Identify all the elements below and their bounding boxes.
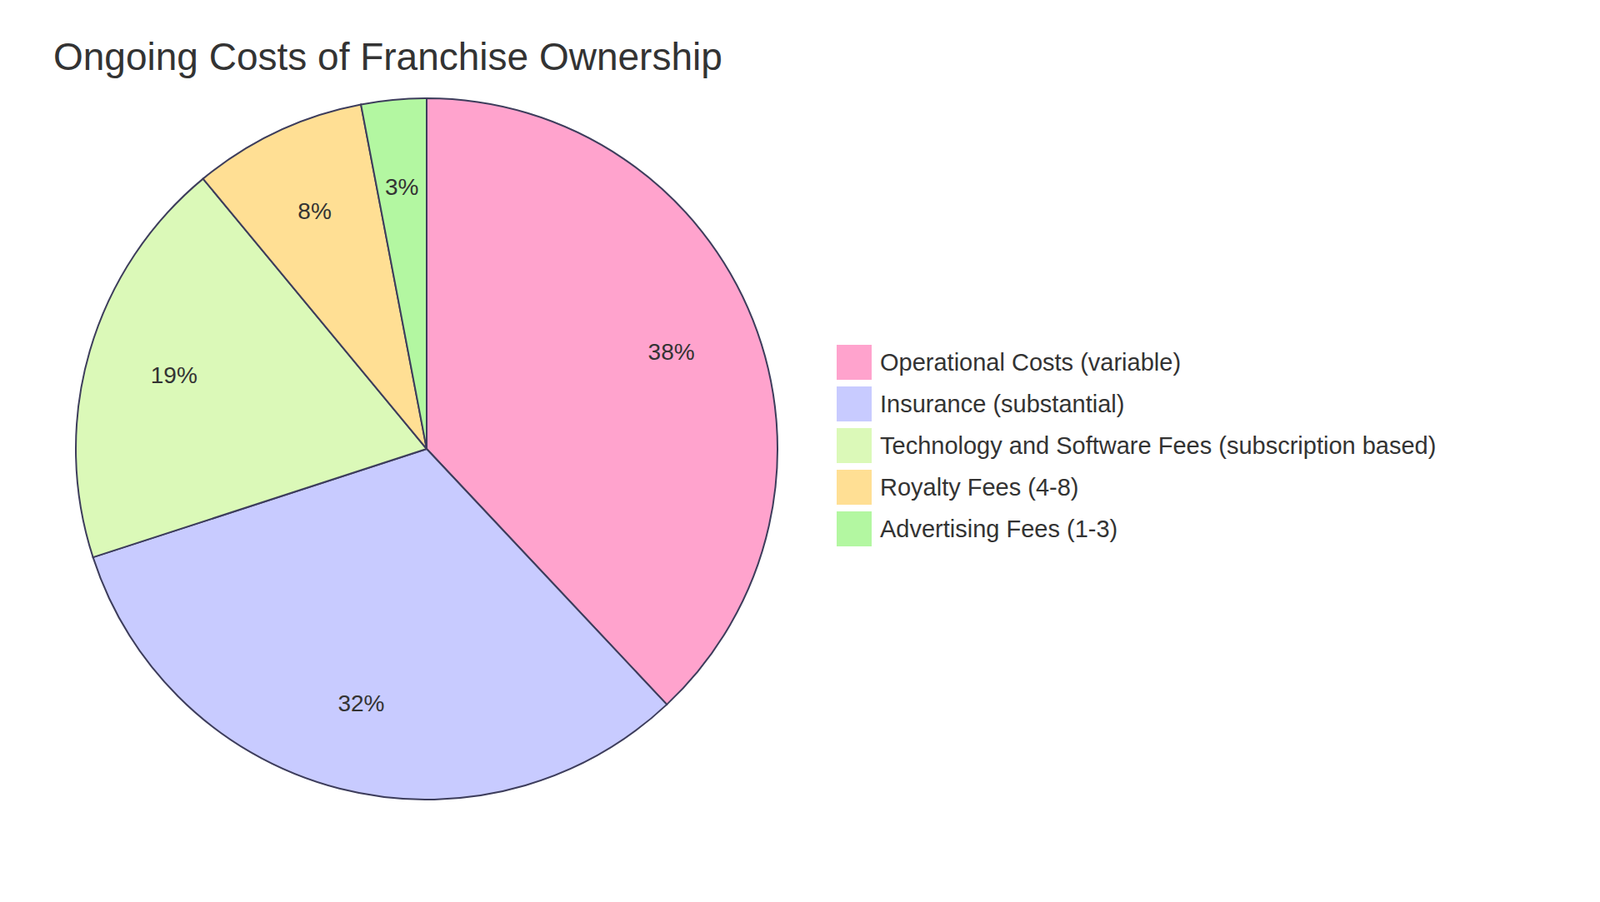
legend-swatch (836, 470, 872, 505)
data-label: 32% (337, 690, 385, 717)
legend-label: Royalty Fees (4-8) (880, 474, 1080, 501)
legend-item: Insurance (substantial) (836, 386, 1125, 422)
legend-item: Advertising Fees (1-3) (836, 511, 1118, 547)
legend-label: Insurance (substantial) (880, 390, 1125, 418)
data-label: 19% (150, 362, 198, 389)
data-label: 3% (385, 174, 419, 200)
legend-swatch (836, 511, 872, 547)
legend-swatch (836, 345, 872, 380)
data-label: 8% (297, 198, 331, 225)
title: Ongoing Costs of Franchise Ownership (53, 35, 723, 79)
legend-label: Advertising Fees (1-3) (880, 515, 1118, 543)
chart: Ongoing Costs of Franchise Ownership38%3… (0, 0, 1600, 902)
legend-swatch (836, 428, 872, 464)
slice (360, 98, 427, 450)
legend-label: Operational Costs (variable) (880, 349, 1181, 376)
data-label: 38% (648, 339, 695, 365)
legend-label: Technology and Software Fees (subscripti… (880, 432, 1436, 460)
legend: Operational Costs (variable) Insurance (s… (836, 345, 1436, 547)
pie: 38% 32% 19% 8% 3% (75, 98, 778, 800)
legend-item: Technology and Software Fees (subscripti… (836, 428, 1436, 464)
legend-item: Operational Costs (variable) (836, 345, 1181, 380)
legend-swatch (836, 386, 872, 422)
legend-item: Royalty Fees (4-8) (836, 470, 1080, 505)
